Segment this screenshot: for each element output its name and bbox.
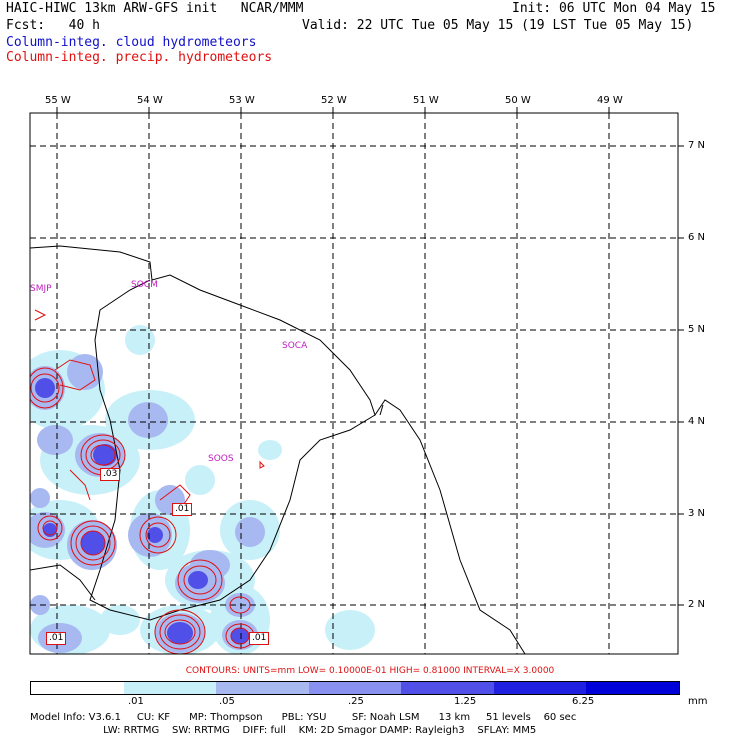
contour-label: .01 (172, 503, 193, 516)
lon-label: 50 W (505, 95, 531, 106)
coastline (30, 245, 526, 654)
contour-label: .01 (46, 632, 67, 645)
field-precip-label: Column-integ. precip. hydrometeors (6, 50, 273, 65)
colorbar-label: 6.25 (572, 696, 595, 707)
lat-label: 6 N (688, 232, 706, 243)
contour-label: .01 (249, 632, 270, 645)
colorbar-swatch (308, 682, 402, 694)
lat-label: 7 N (688, 140, 706, 151)
valid-time: Valid: 22 UTC Tue 05 May 15 (19 LST Tue … (302, 18, 694, 33)
colorbar-label: 1.25 (454, 696, 477, 707)
colorbar-swatch (31, 682, 124, 694)
colorbar-label: .01 (128, 696, 144, 707)
lat-label: 3 N (688, 508, 706, 519)
colorbar-label: .25 (348, 696, 364, 707)
colorbar-swatch (123, 682, 217, 694)
contour-label: .03 (100, 468, 121, 481)
lon-label: 51 W (413, 95, 439, 106)
forecast-hour: Fcst: 40 h (6, 18, 100, 33)
lat-ticks (678, 145, 684, 606)
model-info-line1: Model Info: V3.6.1 CU: KF MP: Thompson P… (30, 712, 577, 723)
lon-label: 53 W (229, 95, 255, 106)
lon-label: 52 W (321, 95, 347, 106)
model-title: HAIC-HIWC 13km ARW-GFS init NCAR/MMM (6, 1, 304, 16)
lon-label: 49 W (597, 95, 623, 106)
station-label: SOCA (282, 341, 308, 351)
station-label: SOOS (208, 454, 234, 464)
station-label: SMJP (30, 284, 52, 294)
lon-label: 55 W (45, 95, 71, 106)
lat-lon-grid (30, 113, 678, 654)
model-info-line2: LW: RRTMG SW: RRTMG DIFF: full KM: 2D Sm… (30, 725, 537, 736)
lat-label: 4 N (688, 416, 706, 427)
precip-contours (30, 309, 265, 654)
field-cloud-label: Column-integ. cloud hydrometeors (6, 35, 257, 50)
lat-label: 2 N (688, 599, 706, 610)
contours-info: CONTOURS: UNITS=mm LOW= 0.10000E-01 HIGH… (185, 666, 555, 676)
colorbar-unit: mm (688, 696, 708, 707)
lat-label: 5 N (688, 324, 706, 335)
colorbar-swatch (401, 682, 494, 694)
colorbar (30, 681, 680, 695)
colorbar-label: .05 (219, 696, 235, 707)
lon-ticks (56, 107, 610, 113)
map-frame (29, 112, 679, 655)
init-time: Init: 06 UTC Mon 04 May 15 (512, 1, 716, 16)
station-label: SOCM (131, 280, 158, 290)
colorbar-swatch (493, 682, 587, 694)
colorbar-swatch (586, 682, 680, 694)
colorbar-swatch (216, 682, 309, 694)
lon-label: 54 W (137, 95, 163, 106)
